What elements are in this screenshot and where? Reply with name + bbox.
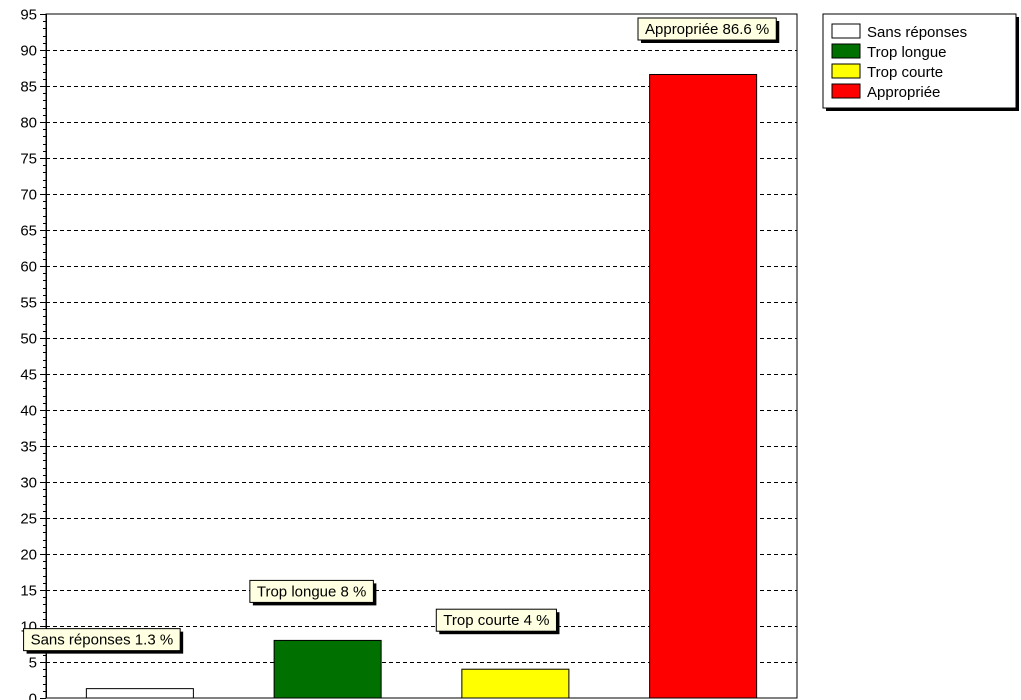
y-tick-label-85: 85 (20, 79, 37, 96)
data-label-box (435, 608, 557, 632)
y-tick-label-45: 45 (20, 367, 37, 384)
legend-swatch-trop-courte (831, 63, 861, 79)
data-label-sans-reponses: Sans réponses 1.3 % (23, 628, 184, 654)
y-tick-label-35: 35 (20, 439, 37, 456)
y-tick-label-30: 30 (20, 475, 37, 492)
legend-label-appropriee: Appropriée (867, 84, 940, 101)
legend: Sans réponses Trop longue Trop courte Appro… (822, 13, 1019, 111)
y-tick-label-50: 50 (20, 331, 37, 348)
y-tick-label-80: 80 (20, 115, 37, 132)
bar-sans-reponses (85, 688, 194, 699)
y-tick-label-65: 65 (20, 223, 37, 240)
data-label-appropriee: Appropriée 86.6 % (637, 17, 780, 43)
bar-trop-courte (461, 668, 570, 699)
y-tick-label-5: 5 (29, 655, 37, 672)
data-label-text: Trop longue 8 % (257, 583, 367, 600)
y-tick-label-0: 0 (29, 691, 37, 700)
legend-label-trop-longue: Trop longue (867, 44, 947, 61)
y-tick-label-75: 75 (20, 151, 37, 168)
y-tick-label-55: 55 (20, 295, 37, 312)
data-label-box (637, 17, 777, 41)
y-tick-label-15: 15 (20, 583, 37, 600)
legend-label-trop-courte: Trop courte (867, 64, 943, 81)
legend-swatch-trop-longue (831, 43, 861, 59)
legend-swatch-appropriee (831, 83, 861, 99)
data-labels: Sans réponses 1.3 % Trop longue 8 % Trop c… (23, 17, 780, 654)
data-label-text: Trop courte 4 % (443, 612, 549, 629)
data-label-trop-longue: Trop longue 8 % (249, 579, 377, 606)
bar-appropriee (649, 73, 758, 699)
y-tick-label-25: 25 (20, 511, 37, 528)
legend-swatch-sans-reponses (831, 23, 861, 39)
y-tick-label-60: 60 (20, 259, 37, 276)
bars (85, 73, 758, 699)
data-label-box (249, 579, 374, 603)
y-tick-label-20: 20 (20, 547, 37, 564)
y-tick-label-70: 70 (20, 187, 37, 204)
data-label-box (23, 628, 181, 652)
y-tick-label-95: 95 (20, 7, 37, 24)
y-tick-label-40: 40 (20, 403, 37, 420)
data-label-text: Sans réponses 1.3 % (31, 632, 174, 649)
data-label-text: Appropriée 86.6 % (645, 21, 769, 38)
legend-label-sans-reponses: Sans réponses (867, 24, 967, 41)
data-label-trop-courte: Trop courte 4 % (435, 608, 560, 635)
bar-trop-longue (273, 639, 382, 699)
y-tick-label-90: 90 (20, 43, 37, 60)
